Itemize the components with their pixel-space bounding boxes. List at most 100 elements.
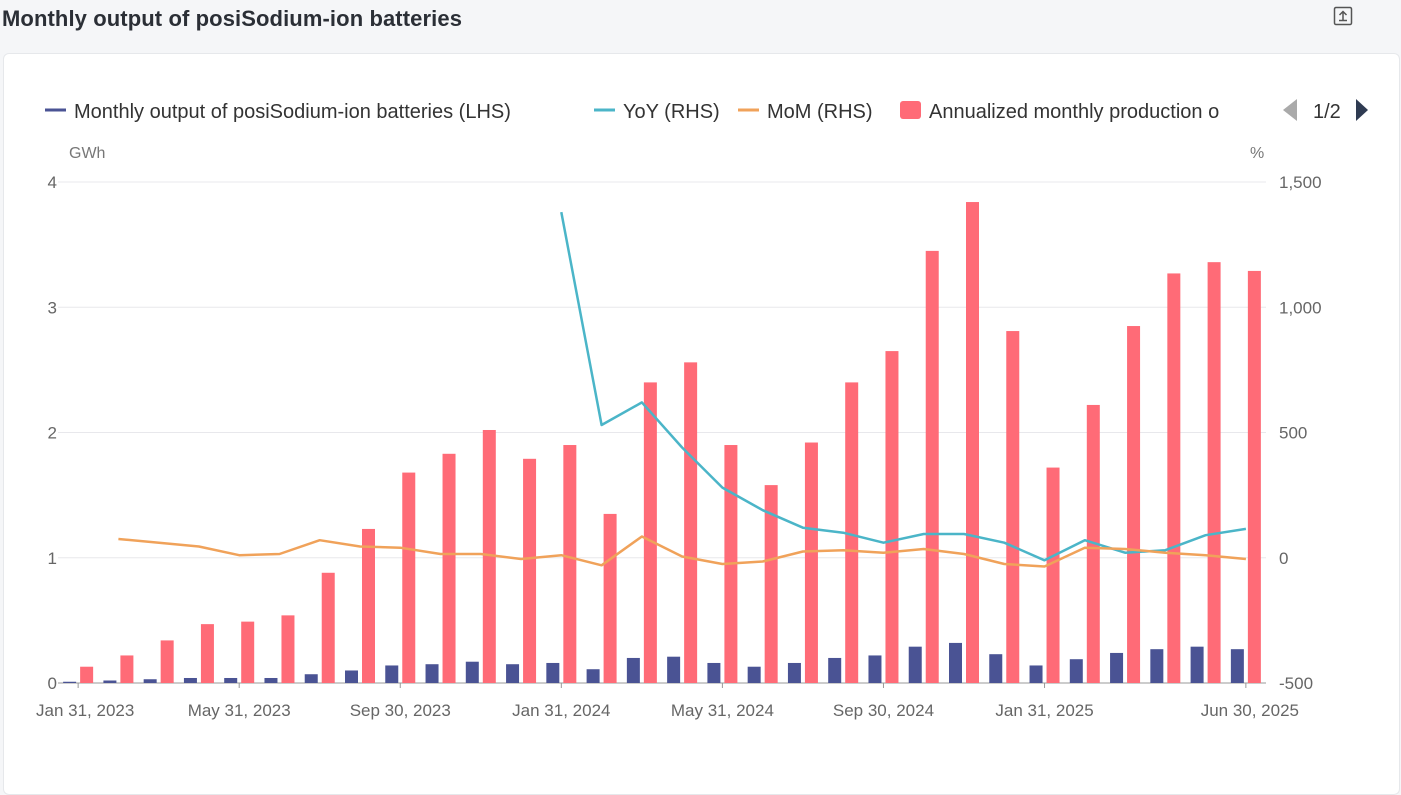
- left-tick-label: 1: [48, 549, 57, 568]
- bar-annualized-production[interactable]: [523, 458, 537, 683]
- legend-prev-button[interactable]: [1283, 99, 1297, 121]
- triangle-left-icon: [1283, 99, 1297, 121]
- right-tick-label: 0: [1279, 549, 1288, 568]
- bar-annualized-production[interactable]: [804, 442, 818, 683]
- bar-monthly-output[interactable]: [1110, 652, 1124, 683]
- bar-annualized-production[interactable]: [80, 666, 94, 683]
- bar-monthly-output[interactable]: [626, 657, 640, 683]
- triangle-right-icon: [1356, 99, 1368, 121]
- x-tick-label: Jan 31, 2024: [512, 701, 610, 720]
- bar-monthly-output[interactable]: [908, 646, 922, 683]
- bar-annualized-production[interactable]: [281, 615, 295, 683]
- chart: Monthly output of posiSodium-ion batteri…: [36, 99, 1368, 720]
- bar-monthly-output[interactable]: [345, 670, 358, 683]
- bar-monthly-output[interactable]: [787, 662, 801, 683]
- legend-item-mom[interactable]: MoM (RHS): [738, 101, 873, 123]
- bar-monthly-output[interactable]: [103, 680, 117, 683]
- line-mom[interactable]: [118, 535, 1247, 568]
- bar-annualized-production[interactable]: [402, 472, 416, 683]
- bar-annualized-production[interactable]: [241, 621, 255, 683]
- bar-annualized-production[interactable]: [845, 382, 859, 683]
- legend-label-mom: MoM (RHS): [767, 101, 873, 123]
- bar-monthly-output[interactable]: [425, 664, 439, 683]
- export-icon: [1333, 6, 1353, 26]
- legend-label-yoy: YoY (RHS): [623, 101, 720, 123]
- bar-monthly-output[interactable]: [868, 655, 882, 683]
- bar-monthly-output[interactable]: [1069, 659, 1083, 683]
- bar-annualized-production[interactable]: [362, 528, 375, 683]
- bar-annualized-production[interactable]: [563, 445, 577, 683]
- page-title: Monthly output of posiSodium-ion batteri…: [2, 6, 463, 31]
- bar-monthly-output[interactable]: [989, 654, 1003, 683]
- bar-annualized-production[interactable]: [1247, 270, 1261, 683]
- bar-monthly-output[interactable]: [1150, 649, 1164, 683]
- x-axis: Jan 31, 2023 May 31, 2023 Sep 30, 2023 Jan …: [36, 683, 1299, 720]
- bar-annualized-production[interactable]: [120, 655, 134, 683]
- lines: [118, 211, 1247, 568]
- bar-monthly-output[interactable]: [385, 665, 399, 683]
- x-tick-label: Jun 30, 2025: [1201, 701, 1299, 720]
- bar-monthly-output[interactable]: [304, 674, 318, 683]
- bar-annualized-production[interactable]: [200, 624, 214, 683]
- bar-monthly-output[interactable]: [63, 681, 77, 683]
- bar-annualized-production[interactable]: [643, 382, 657, 683]
- legend-item-yoy[interactable]: YoY (RHS): [594, 101, 720, 123]
- x-tick-label: Jan 31, 2025: [995, 701, 1093, 720]
- legend-marker-annualized: [900, 101, 921, 119]
- bar-annualized-production[interactable]: [442, 453, 456, 683]
- bar-annualized-production[interactable]: [1127, 326, 1141, 683]
- bar-monthly-output[interactable]: [667, 656, 681, 683]
- left-tick-label: 4: [48, 173, 57, 192]
- bar-monthly-output[interactable]: [143, 679, 157, 683]
- bar-monthly-output[interactable]: [465, 661, 479, 683]
- bar-annualized-production[interactable]: [1207, 262, 1221, 683]
- left-tick-label: 0: [48, 674, 57, 693]
- bar-annualized-production[interactable]: [966, 202, 979, 684]
- chart-legend: Monthly output of posiSodium-ion batteri…: [45, 99, 1368, 123]
- x-tick-label: May 31, 2023: [188, 701, 291, 720]
- bar-annualized-production[interactable]: [925, 250, 939, 683]
- bar-annualized-production[interactable]: [684, 362, 698, 683]
- right-tick-label: 500: [1279, 424, 1307, 443]
- bar-annualized-production[interactable]: [160, 640, 174, 683]
- bar-annualized-production[interactable]: [482, 429, 496, 683]
- left-tick-label: 2: [48, 424, 57, 443]
- x-tick-label: Jan 31, 2023: [36, 701, 134, 720]
- legend-next-button[interactable]: [1356, 99, 1368, 121]
- bar-monthly-output[interactable]: [264, 677, 278, 683]
- bar-monthly-output[interactable]: [506, 664, 520, 683]
- bar-monthly-output[interactable]: [546, 662, 560, 683]
- x-tick-label: May 31, 2024: [671, 701, 774, 720]
- legend-item-annualized[interactable]: Annualized monthly production o: [900, 101, 1219, 123]
- right-axis: -500 0 500 1,000 1,500: [1279, 173, 1322, 693]
- bar-annualized-production[interactable]: [764, 485, 778, 683]
- bar-annualized-production[interactable]: [603, 513, 617, 683]
- left-tick-label: 3: [48, 298, 57, 317]
- bar-monthly-output[interactable]: [747, 666, 761, 683]
- right-tick-label: -500: [1279, 674, 1313, 693]
- legend-item-monthly-output[interactable]: Monthly output of posiSodium-ion batteri…: [45, 101, 511, 123]
- bar-monthly-output[interactable]: [224, 677, 238, 683]
- bar-annualized-production[interactable]: [1046, 467, 1060, 683]
- bar-annualized-production[interactable]: [321, 572, 335, 683]
- bar-monthly-output[interactable]: [828, 657, 842, 683]
- bar-monthly-output[interactable]: [1029, 665, 1043, 683]
- line-yoy[interactable]: [560, 211, 1247, 562]
- bar-monthly-output[interactable]: [183, 677, 197, 683]
- bar-monthly-output[interactable]: [949, 642, 962, 683]
- bar-monthly-output[interactable]: [707, 662, 721, 683]
- bar-monthly-output[interactable]: [1190, 646, 1204, 683]
- legend-label-annualized: Annualized monthly production o: [929, 101, 1219, 123]
- bar-monthly-output[interactable]: [586, 669, 600, 683]
- bar-annualized-production[interactable]: [1167, 273, 1181, 683]
- bars: [63, 202, 1261, 684]
- bar-annualized-production[interactable]: [885, 351, 899, 683]
- bar-annualized-production[interactable]: [1006, 331, 1020, 683]
- bar-monthly-output[interactable]: [1230, 649, 1244, 683]
- gridlines: [58, 181, 1266, 684]
- x-tick-label: Sep 30, 2024: [833, 701, 934, 720]
- right-tick-label: 1,500: [1279, 173, 1322, 192]
- x-tick-label: Sep 30, 2023: [350, 701, 451, 720]
- export-button[interactable]: [1333, 6, 1353, 26]
- legend-page-indicator: 1/2: [1313, 101, 1341, 123]
